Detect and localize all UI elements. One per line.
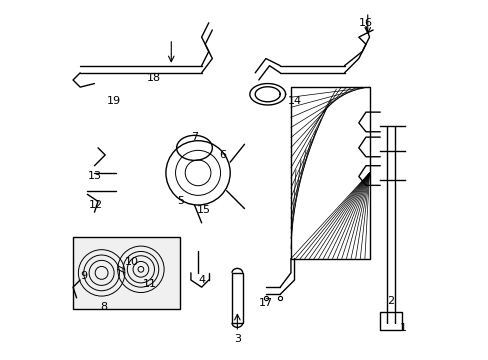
Text: 8: 8 bbox=[100, 302, 107, 312]
Text: 1: 1 bbox=[399, 323, 406, 333]
Text: 10: 10 bbox=[125, 257, 139, 267]
Bar bbox=[231, 273, 242, 323]
Text: 12: 12 bbox=[89, 200, 103, 210]
Text: 4: 4 bbox=[198, 275, 205, 285]
Text: 9: 9 bbox=[80, 271, 87, 282]
Text: 15: 15 bbox=[196, 205, 210, 215]
Text: 16: 16 bbox=[358, 18, 372, 28]
Text: 19: 19 bbox=[107, 96, 121, 107]
Text: 5: 5 bbox=[176, 197, 183, 206]
Text: 2: 2 bbox=[386, 296, 394, 306]
Text: 7: 7 bbox=[190, 132, 198, 142]
Text: 3: 3 bbox=[233, 334, 241, 344]
Text: 13: 13 bbox=[87, 171, 101, 181]
Bar bbox=[73, 237, 180, 309]
Text: 14: 14 bbox=[287, 96, 301, 107]
Text: 11: 11 bbox=[142, 279, 157, 289]
Text: 6: 6 bbox=[219, 150, 226, 160]
Text: 18: 18 bbox=[146, 73, 160, 83]
Text: 17: 17 bbox=[258, 298, 272, 308]
Bar bbox=[290, 87, 369, 258]
Bar bbox=[380, 312, 401, 330]
